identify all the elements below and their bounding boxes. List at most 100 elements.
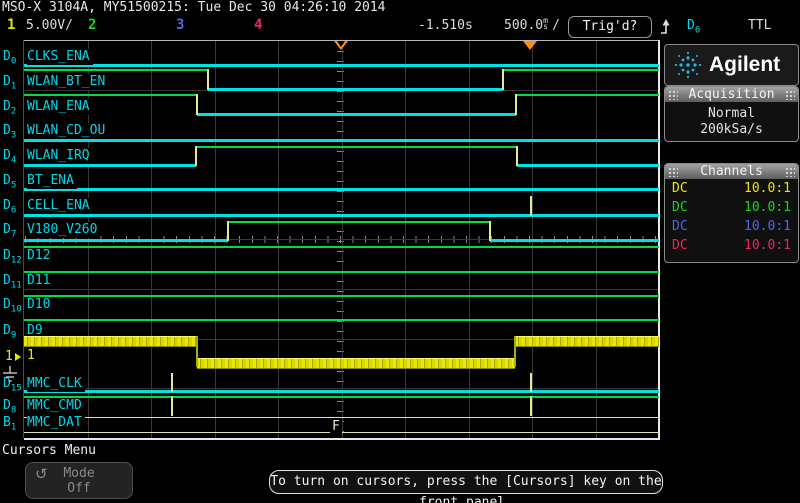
bus-line-top bbox=[24, 417, 659, 418]
model-serial-datetime: MSO-X 3104A, MY51500215: Tue Dec 30 04:2… bbox=[2, 0, 386, 15]
wave-pulse-D15 bbox=[171, 373, 173, 392]
channel-id-D1: D1 bbox=[3, 74, 17, 92]
wave-pulse-D6 bbox=[530, 196, 532, 216]
channel-label-D5: BT_ENA bbox=[27, 173, 77, 189]
channel-label-D0: CLKS_ENA bbox=[27, 49, 93, 65]
trigger-position-marker-icon bbox=[523, 41, 537, 50]
acquisition-header: Acquisition bbox=[665, 87, 798, 102]
wave-segment-D6 bbox=[24, 214, 659, 217]
trigger-level: TTL bbox=[748, 18, 772, 33]
wave-edge-D7 bbox=[489, 221, 491, 241]
wave-segment-D11 bbox=[24, 271, 659, 273]
channel-id-D8: D8 bbox=[3, 398, 17, 416]
channel-id-D3: D3 bbox=[3, 123, 17, 141]
channel-label-D7: V180_V260 bbox=[27, 222, 101, 238]
trigger-slope-icon bbox=[660, 18, 674, 39]
analog1-band bbox=[197, 358, 515, 369]
softkey-mode-button[interactable]: ↺ Mode Off bbox=[25, 462, 133, 499]
channel-id-B1: B1 bbox=[3, 415, 17, 433]
channel-label-D4: WLAN_IRQ bbox=[27, 148, 93, 164]
wave-segment-D1 bbox=[208, 88, 503, 91]
wave-segment-D2 bbox=[197, 113, 516, 116]
wave-segment-D1 bbox=[503, 69, 659, 71]
plot-border-right bbox=[658, 40, 660, 440]
channel2-indicator: 2 bbox=[88, 17, 97, 33]
channel-id-D0: D0 bbox=[3, 49, 17, 67]
bus-value: F bbox=[330, 419, 342, 434]
wave-segment-D4 bbox=[24, 164, 196, 167]
channel-label-D15: MMC_CLK bbox=[27, 376, 85, 392]
analog1-edge bbox=[196, 336, 198, 367]
trigger-source: D6 bbox=[687, 18, 701, 36]
gutter-separator bbox=[23, 40, 24, 438]
acquisition-panel: Acquisition Normal 200kSa/s bbox=[664, 86, 799, 142]
wave-segment-D10 bbox=[24, 295, 659, 297]
channel-label-D9: D9 bbox=[27, 323, 46, 339]
grid-line-horizontal bbox=[25, 388, 658, 390]
channels-panel: Channels DC 10.0:1 DC 10.0:1 DC 10.0:1 DC 10… bbox=[664, 163, 799, 263]
brand-panel: Agilent bbox=[664, 44, 799, 86]
analog1-band bbox=[515, 336, 659, 347]
grip-icon bbox=[785, 90, 795, 100]
acquisition-rate: 200kSa/s bbox=[700, 122, 763, 137]
ch1-marker-arrow-icon bbox=[15, 353, 21, 361]
wave-segment-D9 bbox=[24, 319, 659, 321]
entry-knob-icon: ↺ bbox=[35, 465, 48, 483]
wave-segment-D7 bbox=[228, 221, 490, 223]
channel4-row: DC 10.0:1 bbox=[672, 238, 791, 253]
channel-label-B1: MMC_DAT bbox=[27, 415, 85, 431]
channel1-scale: 5.00V/ bbox=[26, 18, 73, 33]
wave-edge-D4 bbox=[195, 146, 197, 166]
wave-pulse-D15 bbox=[530, 373, 532, 392]
wave-segment-D7 bbox=[490, 239, 659, 242]
softkey-label: Mode bbox=[63, 466, 95, 481]
plot-border-bottom bbox=[24, 438, 660, 440]
wave-segment-D4 bbox=[517, 164, 659, 167]
channels-header: Channels bbox=[665, 164, 798, 179]
wave-pulse-D8 bbox=[530, 396, 532, 416]
grip-icon bbox=[785, 167, 795, 177]
analog1-band bbox=[24, 336, 197, 347]
channel-id-D5: D5 bbox=[3, 173, 17, 191]
softkey-value: Off bbox=[67, 481, 91, 496]
wave-segment-D4 bbox=[196, 146, 517, 148]
menu-title: Cursors Menu bbox=[2, 443, 96, 458]
channel-id-D12: D12 bbox=[3, 248, 22, 266]
trigger-status-badge: Trig'd? bbox=[568, 16, 652, 38]
channel3-indicator: 3 bbox=[176, 17, 185, 33]
channel-id-D2: D2 bbox=[3, 99, 17, 117]
channel-id-D4: D4 bbox=[3, 148, 17, 166]
wave-segment-D0 bbox=[24, 64, 659, 67]
channel-id-D10: D10 bbox=[3, 297, 22, 315]
wave-segment-D5 bbox=[24, 188, 659, 191]
wave-edge-D2 bbox=[196, 94, 198, 115]
analog1-label: 1 bbox=[27, 348, 38, 364]
brand-name: Agilent bbox=[709, 53, 781, 76]
channel1-row: DC 10.0:1 bbox=[672, 181, 791, 196]
channel-id-D6: D6 bbox=[3, 198, 17, 216]
channel3-row: DC 10.0:1 bbox=[672, 219, 791, 234]
wave-segment-D8 bbox=[24, 396, 659, 398]
wave-edge-D4 bbox=[516, 146, 518, 166]
wave-segment-D2 bbox=[24, 94, 197, 96]
channel1-indicator: 1 bbox=[7, 17, 16, 33]
timebase-readout: 500.0m s / bbox=[504, 16, 560, 34]
wave-segment-D3 bbox=[24, 139, 659, 142]
channel-label-D2: WLAN_ENA bbox=[27, 99, 93, 115]
ch1-ground-marker: 1 bbox=[5, 349, 13, 364]
channel-label-D8: MMC_CMD bbox=[27, 398, 85, 414]
channel-id-D9: D9 bbox=[3, 323, 17, 341]
grip-icon bbox=[668, 167, 678, 177]
titlebar: MSO-X 3104A, MY51500215: Tue Dec 30 04:2… bbox=[0, 0, 800, 15]
horizontal-delay: -1.510s bbox=[418, 18, 473, 33]
grid-line-horizontal bbox=[25, 288, 658, 290]
wave-edge-D7 bbox=[227, 221, 229, 241]
analog1-edge bbox=[514, 336, 516, 367]
plot-border-top bbox=[24, 40, 660, 41]
wave-segment-D12 bbox=[24, 246, 659, 248]
time-reference-marker-icon-inner bbox=[337, 41, 345, 47]
channel-label-D12: D12 bbox=[27, 248, 54, 264]
channel-label-D1: WLAN_BT_EN bbox=[27, 74, 109, 90]
